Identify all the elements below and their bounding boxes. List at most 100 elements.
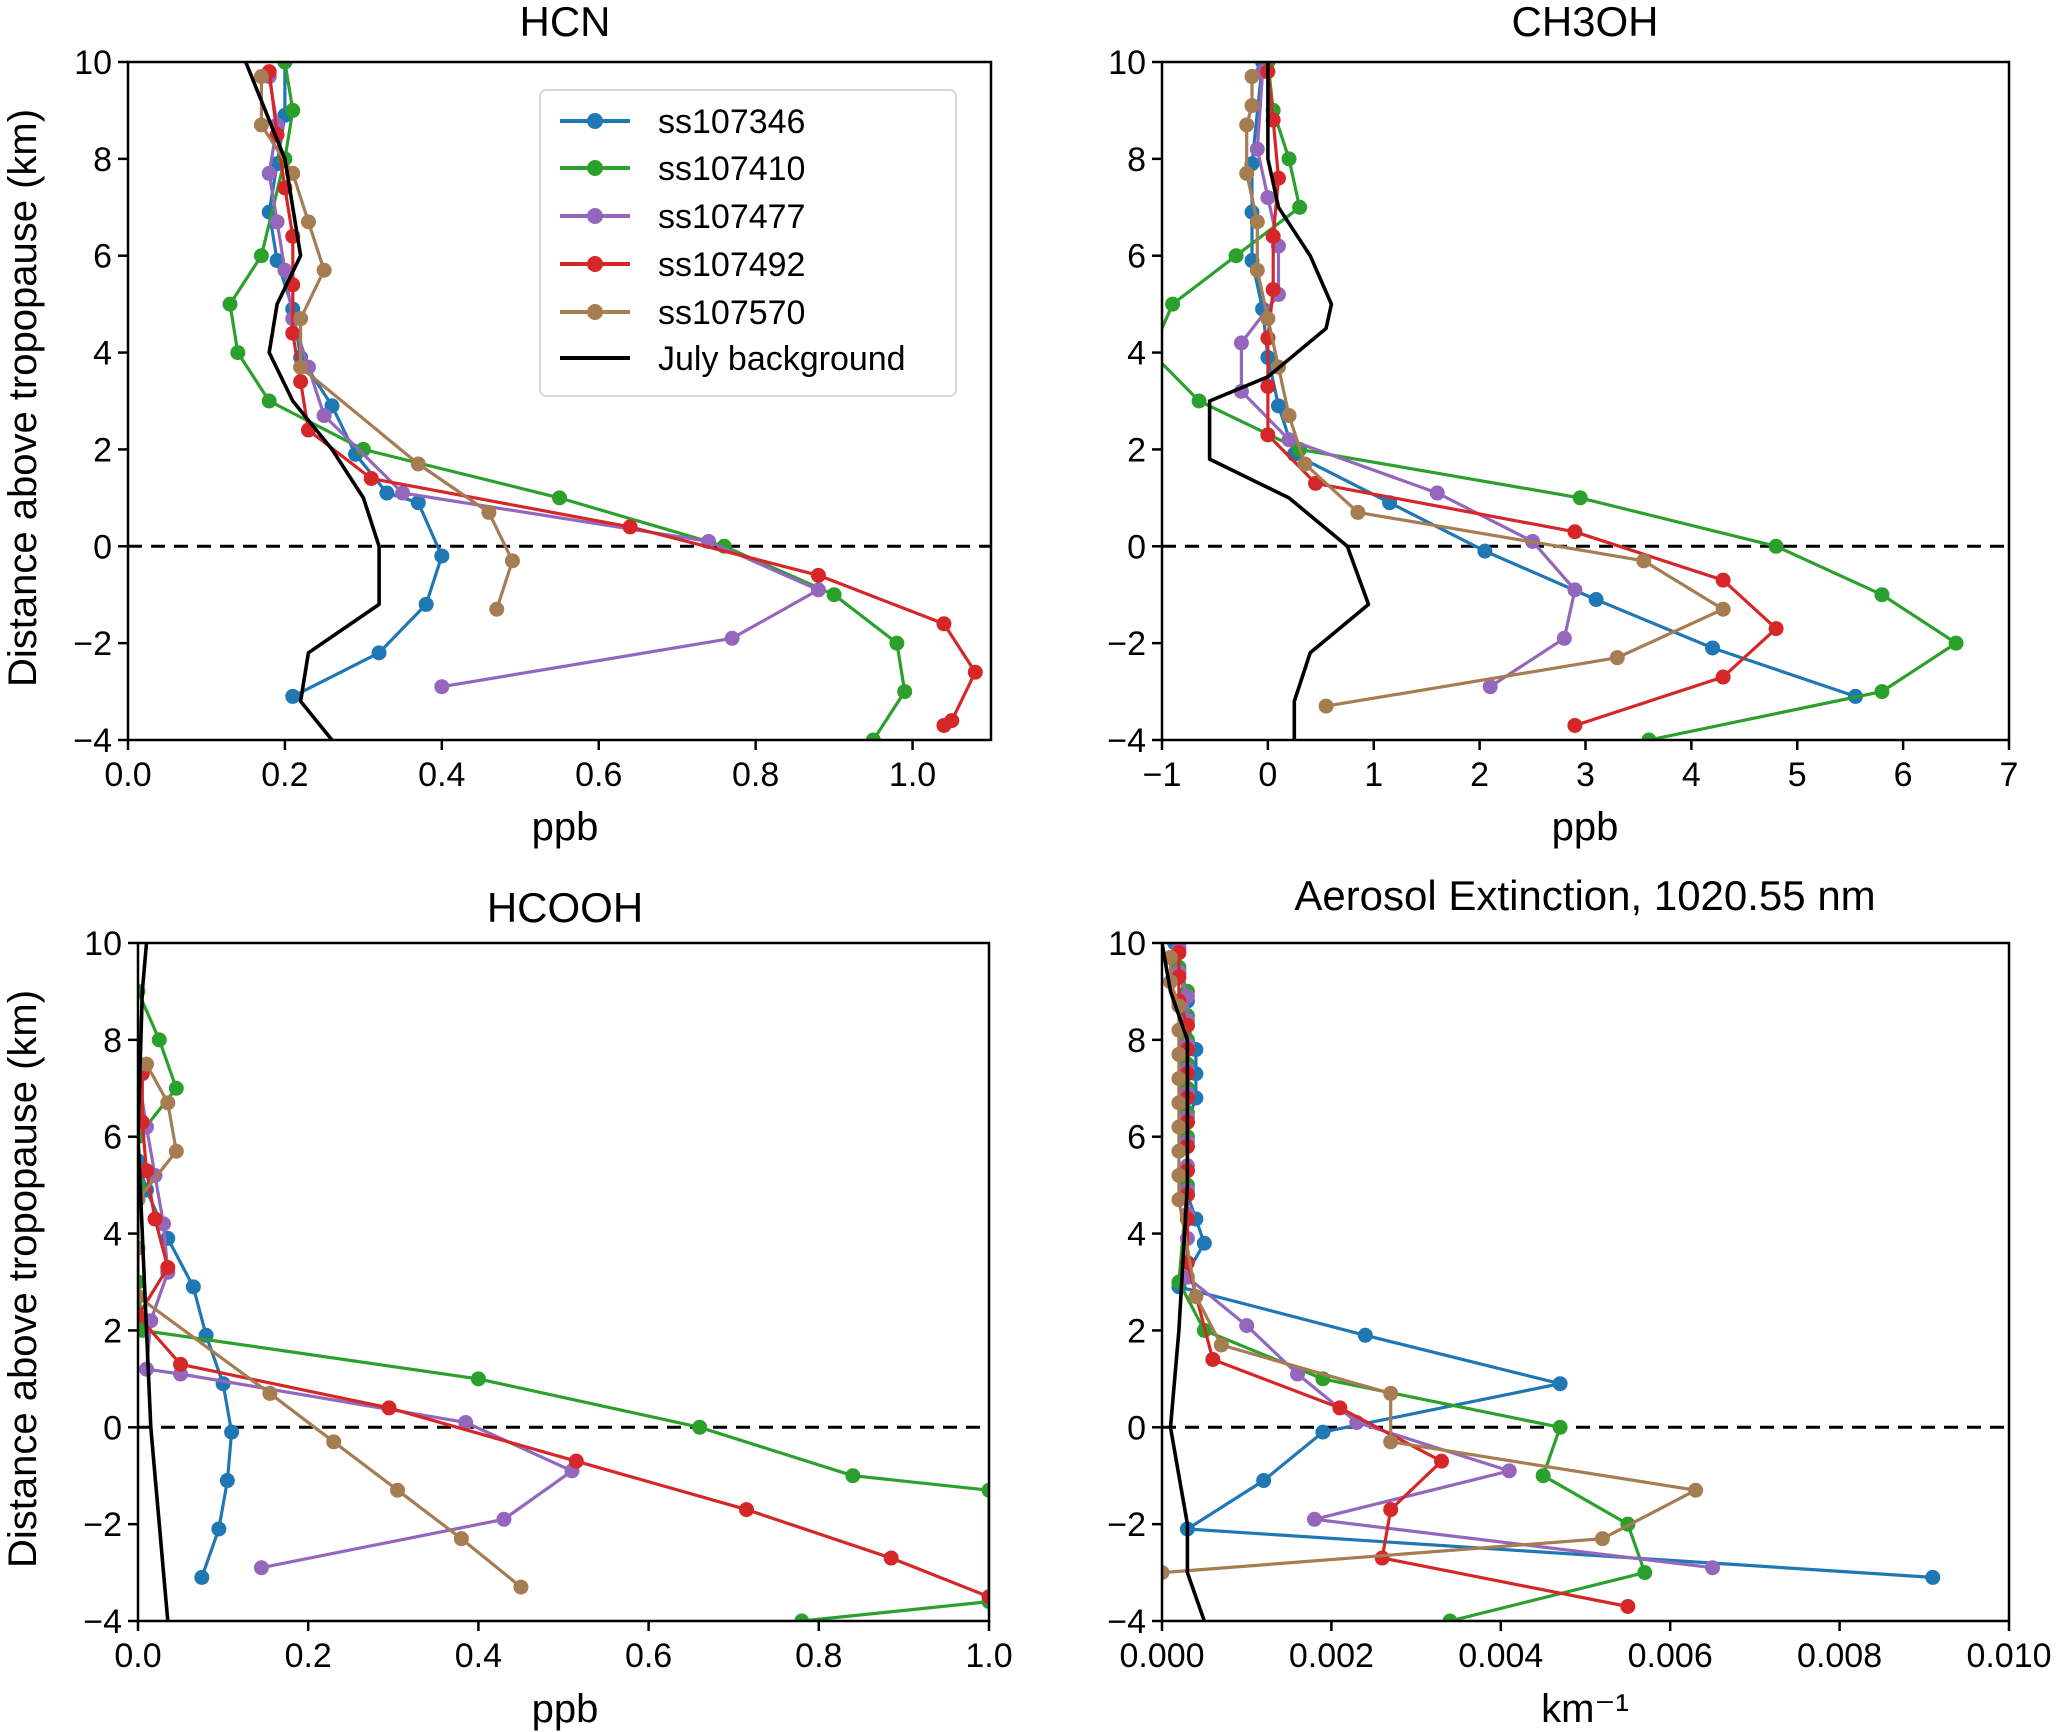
data-point [390, 1482, 406, 1498]
data-point [410, 456, 426, 472]
data-point [316, 262, 332, 278]
data-point [139, 1056, 155, 1072]
y-tick-label: 0 [103, 1409, 122, 1447]
data-point [1637, 1565, 1653, 1581]
data-point [453, 1531, 469, 1547]
legend-marker [587, 113, 603, 129]
data-point [160, 1095, 176, 1111]
data-point [1705, 1560, 1721, 1576]
data-point [738, 1502, 754, 1518]
data-point [277, 262, 293, 278]
data-point [1442, 1613, 1458, 1621]
y-axis-label: Distance above tropopause (km) [1, 109, 45, 687]
series-line-ss107570 [259, 76, 515, 610]
data-point [1482, 679, 1498, 695]
data-point [253, 117, 269, 133]
x-tick-label: 0.8 [732, 756, 779, 794]
y-axis-label: Distance above tropopause (km) [1, 990, 45, 1568]
data-point [1874, 587, 1890, 603]
y-tick-label: −2 [1107, 1506, 1146, 1544]
series-line-ss107492 [138, 1073, 989, 1599]
data-point [1925, 1569, 1941, 1585]
series-line-ss107410 [228, 62, 907, 740]
y-tick-label: 10 [84, 925, 122, 963]
data-point [883, 1550, 899, 1566]
data-point [1715, 669, 1731, 685]
data-point [1165, 296, 1181, 312]
x-tick-label: 0.006 [1628, 1637, 1713, 1675]
data-point [1948, 635, 1964, 651]
legend-label: ss107410 [658, 150, 805, 188]
data-point [363, 470, 379, 486]
series-group [1162, 943, 1941, 1621]
data-point [1249, 214, 1265, 230]
data-point [160, 1259, 176, 1275]
data-point [1609, 650, 1625, 666]
y-tick-label: 10 [1108, 44, 1146, 82]
data-point [981, 1482, 989, 1498]
y-tick-label: 2 [1127, 1312, 1146, 1350]
data-point [1171, 1071, 1187, 1087]
data-point [1501, 1463, 1517, 1479]
series-group [138, 943, 989, 1621]
data-point [168, 1143, 184, 1159]
legend-marker [587, 208, 603, 224]
data-point [1308, 475, 1324, 491]
legend-label: ss107570 [658, 294, 805, 332]
data-point [897, 684, 913, 700]
data-point [1567, 524, 1583, 540]
data-point [138, 1114, 150, 1130]
y-tick-label: 4 [103, 1216, 122, 1254]
series-group [222, 62, 983, 740]
x-tick-label: 0.2 [285, 1637, 332, 1675]
y-tick-label: −4 [73, 722, 112, 760]
data-point [1594, 1531, 1610, 1547]
y-tick-label: 8 [1127, 141, 1146, 179]
series-group [1162, 62, 1964, 740]
data-point [1429, 485, 1445, 501]
y-tick-label: −4 [1107, 1603, 1146, 1641]
legend-entry-3: ss107477 [560, 198, 805, 236]
data-point [1256, 1473, 1272, 1489]
series-line-ss107410 [1162, 62, 1958, 740]
data-point [1556, 630, 1572, 646]
data-point [1688, 1482, 1704, 1498]
data-point [379, 485, 395, 501]
data-point [1244, 69, 1260, 85]
data-point [1715, 601, 1731, 617]
y-tick-label: −2 [83, 1506, 122, 1544]
series-line-july-background [1207, 62, 1371, 740]
data-point [1715, 572, 1731, 588]
y-tick-label: −4 [83, 1603, 122, 1641]
x-tick-label: 0 [1258, 756, 1277, 794]
data-point [1306, 1511, 1322, 1527]
data-point [489, 601, 505, 617]
x-tick-label: 1.0 [889, 756, 936, 794]
data-point [936, 616, 952, 632]
data-point [1292, 199, 1308, 215]
data-point [845, 1468, 861, 1484]
data-point [1281, 432, 1297, 448]
data-point [269, 214, 285, 230]
data-point [224, 1424, 240, 1440]
x-tick-label: 1 [1364, 756, 1383, 794]
plot-frame [126, 60, 993, 742]
data-point [253, 1560, 269, 1576]
data-point [151, 1032, 167, 1048]
data-point [1260, 311, 1276, 327]
y-tick-label: 8 [103, 1022, 122, 1060]
data-point [381, 1400, 397, 1416]
y-tick-label: 0 [1127, 1409, 1146, 1447]
legend-label: ss107346 [658, 103, 805, 141]
data-point [1567, 582, 1583, 598]
series-line-ss107492 [1266, 71, 1778, 728]
series-line-ss107570 [1162, 957, 1698, 1575]
data-point [434, 679, 450, 695]
y-tick-label: 8 [1127, 1022, 1146, 1060]
data-point [1350, 504, 1366, 520]
data-point [262, 1385, 278, 1401]
data-point [285, 102, 301, 118]
legend-entry-6: July background [560, 340, 906, 378]
